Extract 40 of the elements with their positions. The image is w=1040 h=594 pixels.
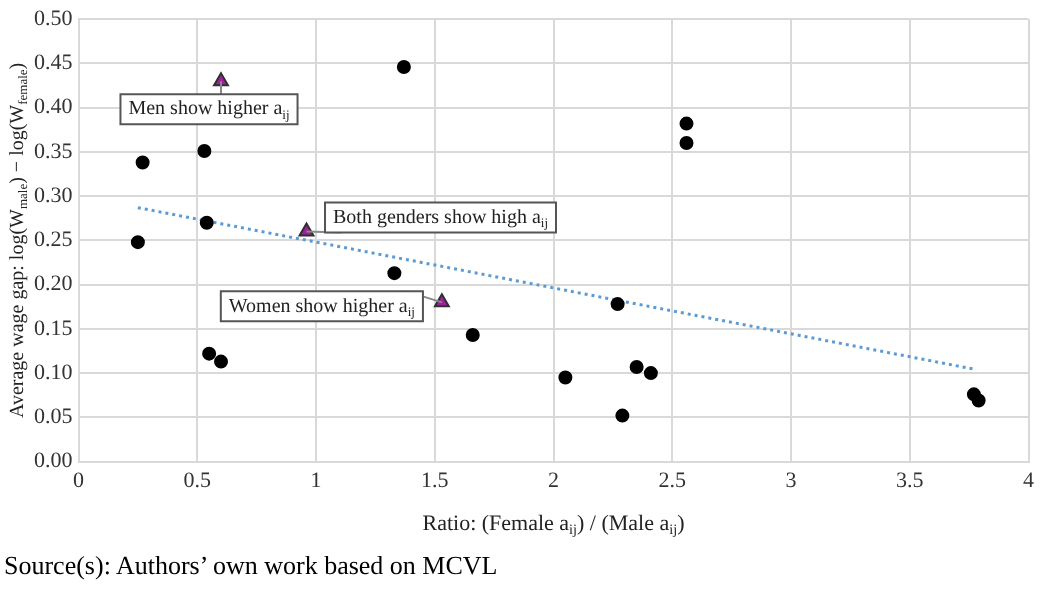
point: [202, 346, 217, 361]
point: [396, 59, 411, 74]
point: [197, 144, 212, 159]
x-tick-label: 0.5: [183, 468, 212, 493]
point: [130, 235, 145, 250]
x-tick-label: 2.5: [658, 468, 687, 493]
y-tick-label: 0.40: [34, 95, 74, 120]
x-tick-label: 3: [785, 468, 798, 493]
x-tick-label: 4: [1023, 468, 1035, 493]
point: [135, 155, 150, 170]
point: [433, 293, 450, 308]
y-tick-label: 0.45: [34, 51, 74, 76]
point: [615, 408, 630, 423]
point: [679, 116, 694, 131]
x-tick-label: 0: [73, 468, 85, 493]
y-tick-label: 0.00: [34, 449, 74, 474]
point: [629, 359, 644, 374]
point: [679, 136, 694, 151]
point: [213, 72, 229, 87]
point: [643, 366, 658, 381]
x-tick-label: 1.5: [421, 468, 450, 493]
y-tick-label: 0.05: [34, 405, 74, 430]
point: [610, 297, 625, 312]
y-tick-label: 0.50: [34, 6, 74, 31]
point: [214, 354, 228, 369]
source-note: Source(s): Authors’ own work based on MCVL: [4, 550, 498, 582]
y-tick-label: 0.35: [34, 139, 74, 164]
y-tick-label: 0.30: [34, 183, 74, 208]
point: [971, 393, 986, 408]
point: [558, 370, 573, 385]
point: [199, 215, 214, 230]
x-tick-label: 2: [548, 468, 559, 493]
x-tick-label: 1: [310, 468, 322, 493]
point: [465, 328, 480, 343]
y-tick-label: 0.15: [34, 316, 74, 341]
y-tick-label: 0.25: [34, 228, 74, 253]
y-tick-label: 0.20: [34, 272, 74, 297]
x-tick-label: 3.5: [896, 468, 925, 493]
point: [387, 266, 402, 281]
y-tick-label: 0.10: [34, 360, 74, 385]
